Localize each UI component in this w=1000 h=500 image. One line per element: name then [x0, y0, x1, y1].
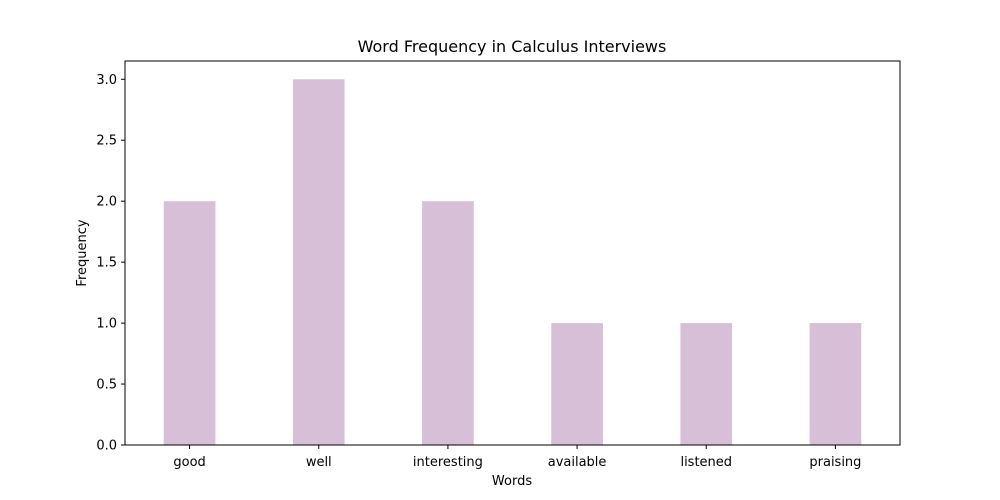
y-tick-label: 1.0 [96, 317, 117, 332]
x-tick-label: praising [809, 455, 861, 470]
y-tick-label: 3.0 [96, 73, 117, 88]
x-axis-label: Words [492, 474, 532, 489]
x-tick-label: listened [680, 455, 732, 470]
y-tick-label: 2.5 [96, 134, 117, 149]
y-axis-label: Frequency [75, 219, 90, 286]
y-tick-label: 0.5 [96, 378, 117, 393]
bar-praising [809, 323, 862, 445]
x-tick-label: good [173, 455, 205, 470]
y-tick-label: 0.0 [96, 439, 117, 454]
y-axis-ticks: 0.0 0.5 1.0 1.5 2.0 2.5 3.0 [96, 73, 125, 454]
y-tick-label: 2.0 [96, 195, 117, 210]
x-axis-ticks: good well interesting available listened prai… [173, 445, 861, 470]
chart-title: Word Frequency in Calculus Interviews [358, 37, 667, 56]
x-tick-label: well [306, 455, 332, 470]
bar-interesting [422, 201, 474, 445]
plot-frame [124, 60, 901, 446]
bars-group [163, 79, 862, 446]
bar-good [163, 201, 216, 445]
bar-listened [680, 323, 733, 445]
x-tick-label: interesting [413, 455, 483, 470]
bar-well [292, 79, 345, 446]
y-tick-label: 1.5 [96, 256, 117, 271]
bar-available [551, 323, 603, 445]
x-tick-label: available [548, 455, 607, 470]
